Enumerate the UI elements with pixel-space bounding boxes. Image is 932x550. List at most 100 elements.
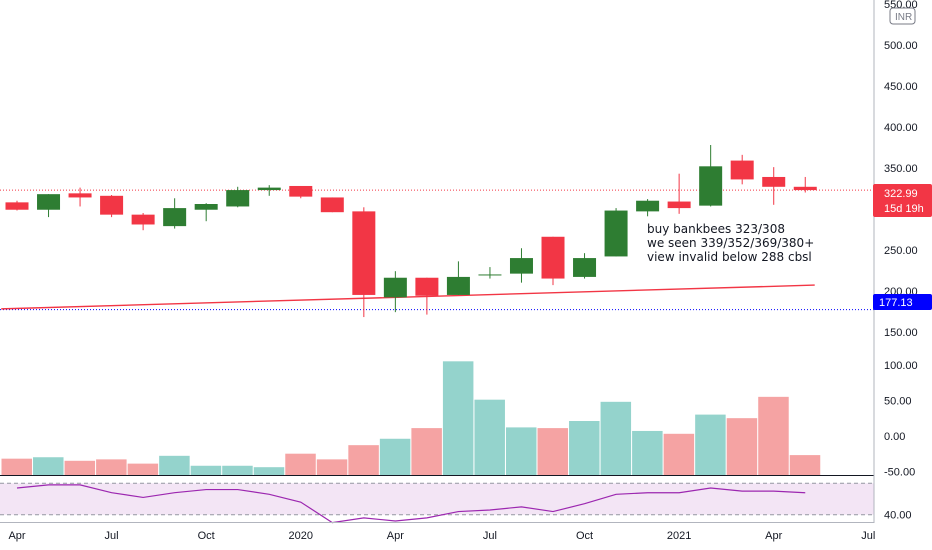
annotation-line-1: buy bankbees 323/308 [647, 222, 785, 236]
candle-body [667, 201, 691, 209]
candle-body [446, 276, 470, 295]
candle-body [100, 195, 124, 215]
candle [100, 194, 124, 218]
histogram-bar [222, 465, 253, 475]
histogram-tick-label: 0.00 [884, 431, 905, 443]
candle-body [478, 274, 502, 276]
candle-body [68, 193, 92, 198]
candle [667, 173, 691, 214]
price-badge-countdown: 15d 19h [884, 203, 924, 215]
candle-body [289, 185, 313, 197]
candle-body [762, 176, 786, 187]
annotation-line-3: view invalid below 288 cbsl [647, 250, 812, 264]
support-trendline [1, 284, 815, 310]
rsi-layer [0, 482, 874, 524]
time-tick-label: Jul [861, 530, 875, 542]
histogram-bar [505, 427, 537, 475]
time-tick-label: Apr [387, 530, 404, 542]
candle-body [5, 202, 29, 210]
candle-body [320, 197, 344, 213]
candle [730, 154, 754, 185]
time-tick-label: Oct [198, 530, 215, 542]
histogram-bar [758, 396, 789, 475]
histogram-bar [159, 455, 190, 475]
candle-body [226, 190, 250, 207]
candle [762, 167, 786, 205]
currency-badge[interactable]: INR [889, 7, 916, 25]
histogram-bar [285, 453, 316, 475]
histogram-bar [348, 445, 379, 475]
price-badge: 322.99 15d 19h [873, 184, 932, 217]
annotation-line-2: we seen 339/352/369/380+ [647, 236, 814, 250]
currency-badge-border [889, 7, 916, 25]
histogram-bar [569, 421, 600, 475]
time-tick-label: Oct [576, 530, 593, 542]
candle [699, 145, 723, 207]
candle [257, 185, 281, 196]
level-badge: 177.13 [873, 294, 932, 310]
candle [37, 194, 61, 218]
histogram-bar [33, 457, 64, 475]
histogram-tick-label: 100.00 [884, 360, 918, 372]
candle [509, 248, 533, 283]
time-tick-label: Jul [483, 530, 497, 542]
candle-body [415, 277, 439, 296]
candle-body [194, 204, 218, 210]
histogram-bar [253, 467, 285, 475]
candle-body [573, 258, 597, 277]
candle-body [131, 214, 155, 225]
candle-body [509, 258, 533, 274]
histogram-tick-label: 50.00 [884, 395, 912, 407]
candle [226, 186, 250, 208]
price-tick-label: 350.00 [884, 163, 918, 175]
price-tick-label: 400.00 [884, 122, 918, 134]
price-badge-bg [873, 184, 932, 217]
price-tick-label: 550.00 [884, 0, 918, 11]
candle-body [699, 166, 723, 206]
candle-body [383, 277, 407, 298]
histogram-bar [190, 465, 222, 475]
histogram-bar [537, 428, 569, 475]
rsi-tick-label: 40.00 [884, 510, 912, 522]
candle [604, 208, 628, 257]
histogram-bar [64, 460, 96, 475]
rsi-band [0, 483, 874, 515]
price-tick-label: 250.00 [884, 245, 918, 257]
candle-body [604, 210, 628, 257]
histogram-bar [789, 455, 821, 475]
histogram-bar [632, 430, 663, 475]
candle [478, 267, 502, 279]
candle [194, 203, 218, 222]
candle-body [37, 194, 61, 210]
candle [289, 185, 313, 199]
histogram-bar [442, 361, 474, 475]
candles-layer [5, 145, 817, 318]
histogram-bar [127, 463, 159, 475]
rsi-line [16, 484, 806, 524]
histogram-layer [1, 361, 821, 475]
candle [5, 200, 29, 211]
histogram-tick-label: -50.00 [884, 466, 915, 478]
histogram-bar [316, 459, 348, 475]
candle-body [730, 160, 754, 180]
currency-badge-label: INR [895, 12, 912, 23]
level-badge-value: 177.13 [879, 297, 913, 309]
candle-body [257, 187, 281, 191]
histogram-bar [474, 399, 505, 475]
time-tick-label: Apr [765, 530, 782, 542]
candle [163, 198, 187, 229]
price-tick-label: 450.00 [884, 81, 918, 93]
pane-separators [0, 475, 874, 523]
candle-body [793, 186, 817, 191]
candle [415, 277, 439, 315]
candle [793, 176, 817, 193]
candle [573, 253, 597, 279]
price-tick-label: 500.00 [884, 40, 918, 52]
histogram-bar [663, 433, 695, 475]
candle-body [636, 200, 660, 212]
level-badge-bg [873, 294, 932, 310]
candle [68, 187, 92, 207]
candle [636, 199, 660, 217]
price-tick-label: 150.00 [884, 327, 918, 339]
